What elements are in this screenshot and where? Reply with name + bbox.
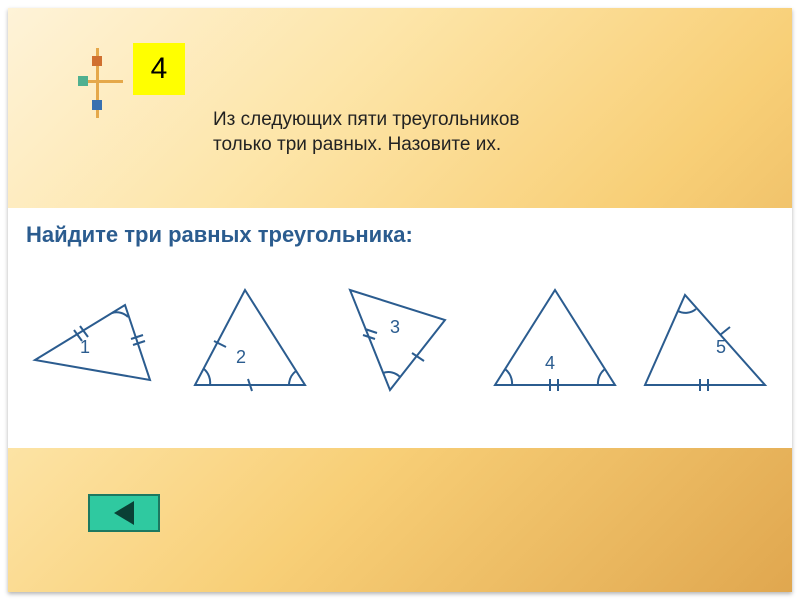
content-subtitle: Найдите три равных треугольника: bbox=[26, 222, 774, 248]
triangle-1: 1 bbox=[30, 265, 170, 415]
triangle-label: 1 bbox=[80, 337, 90, 358]
task-number: 4 bbox=[151, 52, 168, 86]
triangle-label: 5 bbox=[716, 337, 726, 358]
question-line: только три равных. Назовите их. bbox=[213, 133, 633, 158]
triangles-row: 1 2 bbox=[26, 260, 774, 420]
triangle-4: 4 bbox=[480, 265, 620, 415]
triangle-label: 2 bbox=[236, 347, 246, 368]
triangle-3: 3 bbox=[330, 265, 470, 415]
previous-button[interactable] bbox=[88, 494, 160, 532]
triangle-label: 4 bbox=[545, 353, 555, 374]
question-line: Из следующих пяти треугольников bbox=[213, 108, 633, 133]
arrow-left-icon bbox=[114, 501, 134, 525]
triangle-2: 2 bbox=[180, 265, 320, 415]
triangle-5: 5 bbox=[630, 265, 770, 415]
task-number-badge: 4 bbox=[133, 43, 185, 95]
decorative-corner bbox=[78, 48, 118, 128]
triangle-label: 3 bbox=[390, 317, 400, 338]
question-text: Из следующих пяти треугольников только т… bbox=[213, 108, 633, 157]
slide-background: 4 Из следующих пяти треугольников только… bbox=[8, 8, 792, 592]
content-panel: Найдите три равных треугольника: 1 bbox=[8, 208, 792, 448]
